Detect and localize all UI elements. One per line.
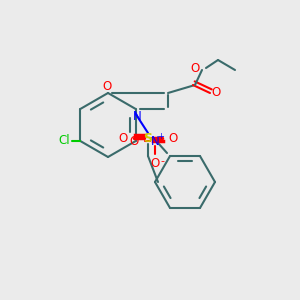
Text: -: -: [160, 156, 164, 166]
Text: O: O: [102, 80, 112, 92]
Text: O: O: [150, 157, 160, 169]
Text: N: N: [151, 134, 159, 148]
Text: S: S: [143, 131, 152, 145]
Text: O: O: [190, 61, 200, 74]
Text: O: O: [212, 86, 220, 100]
Text: O: O: [129, 134, 139, 148]
Text: +: +: [158, 131, 164, 140]
Text: O: O: [168, 131, 178, 145]
Text: O: O: [118, 131, 127, 145]
Text: N: N: [133, 110, 142, 124]
Text: Cl: Cl: [58, 134, 70, 148]
